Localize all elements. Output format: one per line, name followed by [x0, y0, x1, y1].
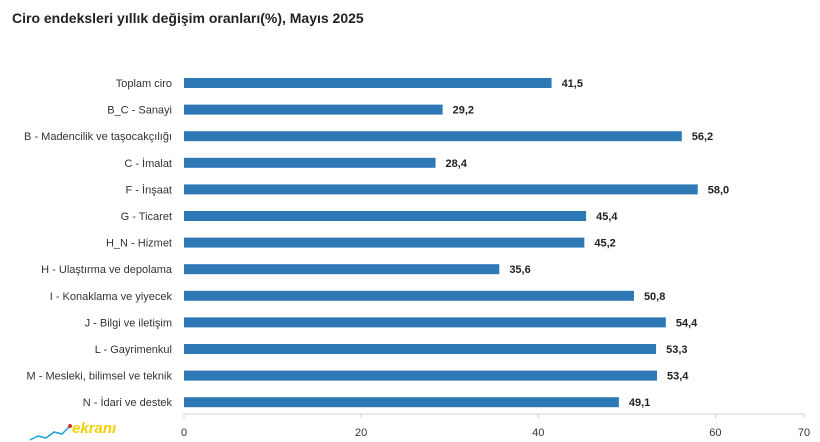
category-label: C - İmalat: [124, 157, 172, 170]
bar: [184, 397, 619, 408]
bar: [184, 317, 666, 328]
category-label: B_C - Sanayi: [107, 105, 172, 117]
value-label: 49,1: [629, 397, 650, 409]
bar: [184, 370, 657, 381]
bar: [184, 184, 698, 195]
x-tick-label: 60: [709, 427, 721, 439]
x-tick-label: 20: [355, 427, 367, 439]
bar: [184, 78, 552, 88]
category-label: H_N - Hizmet: [106, 238, 172, 250]
category-label: B - Madencilik ve taşocakçılığı: [24, 131, 172, 143]
category-label: J - Bilgi ve iletişim: [85, 317, 172, 329]
x-ticks-group: 0 20 40 60 70: [181, 414, 810, 439]
bar: [184, 344, 657, 354]
category-labels-group: Toplam ciro B_C - Sanayi B - Madencilik ve…: [24, 78, 173, 409]
bar: [184, 290, 634, 301]
category-label: H - Ulaştırma ve depolama: [41, 264, 173, 276]
bar: [184, 264, 500, 275]
category-label: Toplam ciro: [116, 78, 172, 90]
bar: [184, 104, 443, 115]
bar: [184, 237, 585, 248]
category-label: N - İdari ve destek: [83, 396, 173, 409]
category-label: F - İnşaat: [126, 183, 172, 196]
value-label: 54,4: [676, 317, 698, 329]
category-label: I - Konaklama ve yiyecek: [50, 291, 173, 303]
value-label: 28,4: [446, 158, 468, 170]
value-label: 53,3: [666, 344, 687, 356]
value-label: 53,4: [667, 371, 689, 383]
x-tick-label: 70: [798, 427, 810, 439]
chart-title: Ciro endeksleri yıllık değişim oranları(…: [12, 10, 364, 26]
watermark-text: ekranı: [72, 420, 117, 437]
value-label: 41,5: [562, 78, 583, 90]
value-label: 56,2: [692, 131, 713, 143]
category-label: G - Ticaret: [121, 211, 172, 223]
value-label: 35,6: [509, 264, 530, 276]
bars-group: [184, 78, 698, 408]
watermark-logo-icon: [29, 424, 72, 441]
bar: [184, 131, 682, 142]
value-label: 29,2: [453, 105, 474, 117]
x-tick-label: 40: [532, 427, 544, 439]
value-label: 45,4: [596, 211, 618, 223]
bar: [184, 157, 436, 168]
value-label: 45,2: [594, 238, 615, 250]
value-labels-group: 41,5 29,2 56,2 28,4 58,0 45,4 45,2 35,6 50,8 54,4…: [446, 78, 730, 409]
category-label: L - Gayrimenkul: [95, 344, 172, 356]
bar: [184, 211, 587, 221]
category-label: M - Mesleki, bilimsel ve teknik: [27, 371, 173, 383]
x-tick-label: 0: [181, 427, 187, 439]
value-label: 58,0: [708, 184, 729, 196]
value-label: 50,8: [644, 291, 665, 303]
